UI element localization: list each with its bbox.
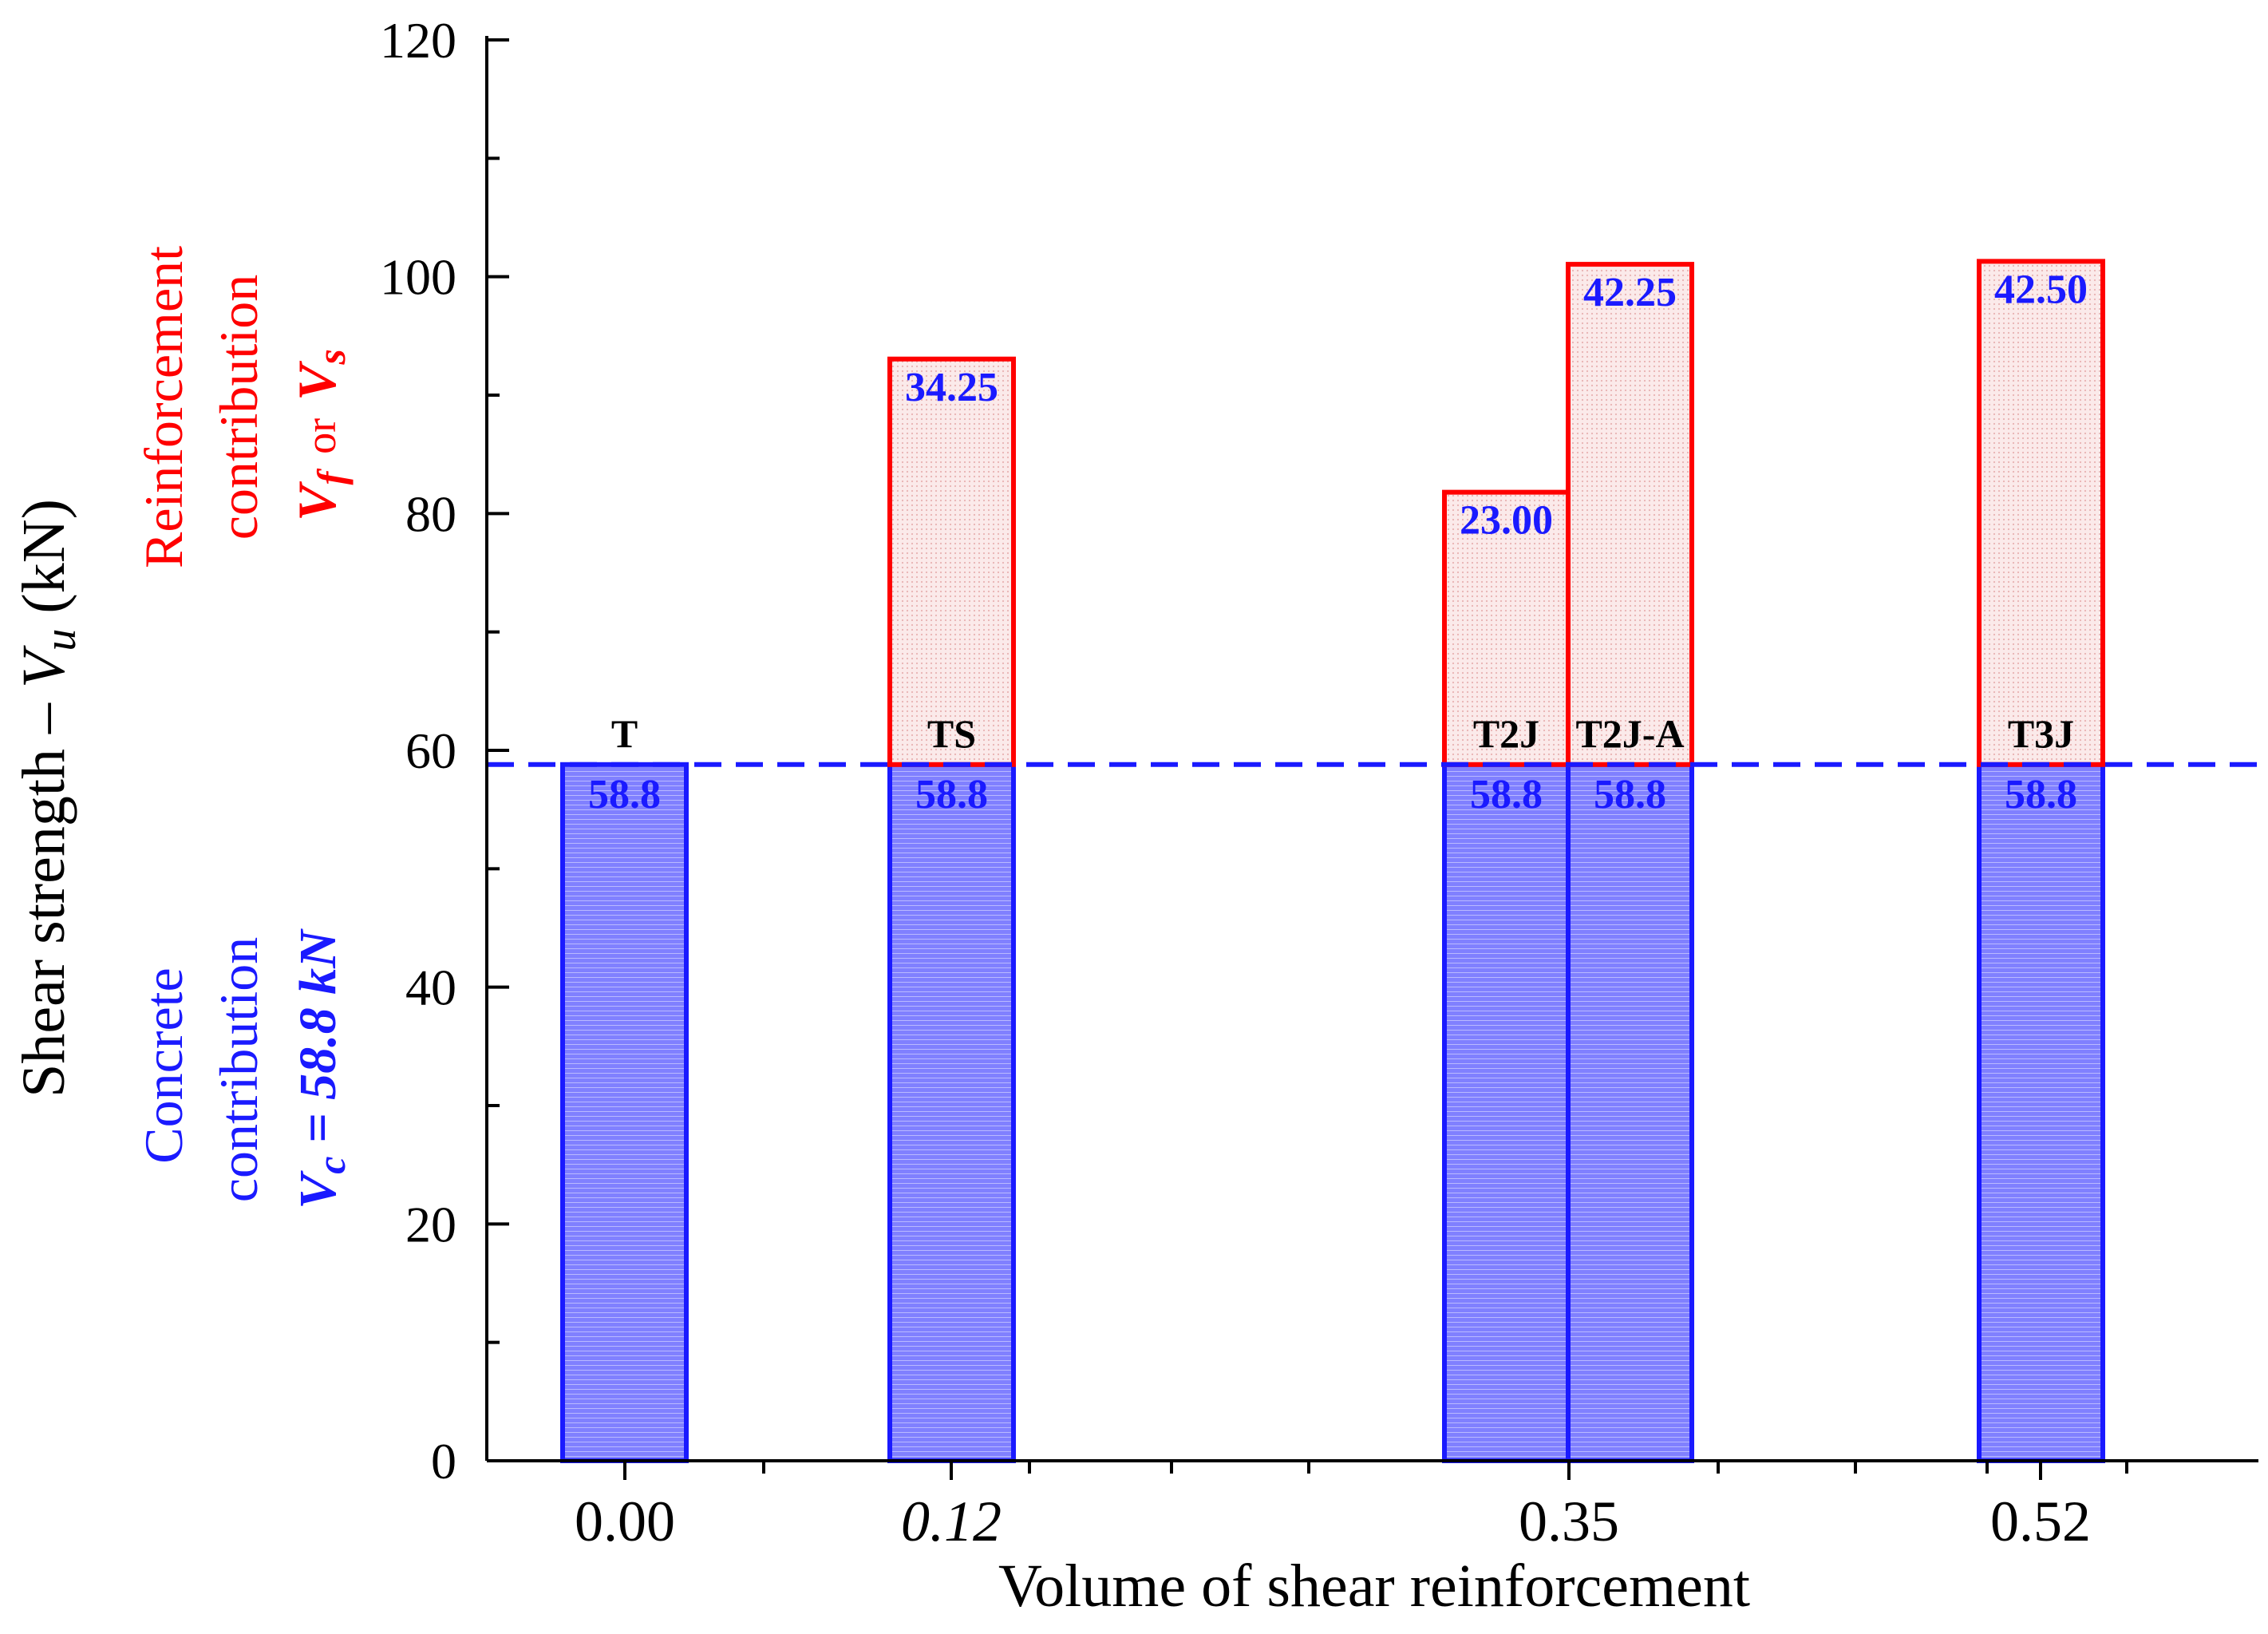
vs-subscript: s — [309, 349, 354, 365]
y-tick-label-2: 40 — [405, 959, 456, 1016]
reinforcement-annotation-line1: Reinforcement — [133, 246, 194, 568]
y-axis-title-unit: (kN) — [10, 499, 77, 629]
vf-subscript: f — [309, 469, 354, 485]
y-tick-label-6: 120 — [380, 12, 456, 69]
bar-reinforcement-t2j — [1442, 489, 1571, 767]
vc-subscript: c — [309, 1157, 354, 1174]
bar-concrete-t3j — [1977, 762, 2105, 1463]
bars: 58.8 T 34.25 58.8 TS 23.00 58.8 T2J 42.25 58.8 T2J… — [487, 259, 2258, 1463]
reinforcement-value-label-t2j-a: 42.25 — [1583, 270, 1677, 315]
specimen-label-t3j: T3J — [2008, 711, 2074, 756]
concrete-annotation-line1: Concrete — [133, 967, 194, 1163]
vf-symbol: V — [286, 481, 347, 521]
bar-reinforcement-t2j-a — [1566, 262, 1694, 767]
bar-reinforcement-ts — [887, 356, 1016, 767]
specimen-label-t: T — [611, 711, 638, 756]
y-tick-label-0: 0 — [431, 1433, 456, 1490]
vc-symbol: V — [289, 1170, 347, 1209]
concrete-value-label-t2j-a: 58.8 — [1594, 772, 1666, 817]
y-tick-label-1: 20 — [405, 1196, 456, 1252]
concrete-value-label-t: 58.8 — [588, 772, 661, 817]
reinforcement-value-label-t3j: 42.50 — [1994, 267, 2088, 312]
bar-concrete-t2j-a — [1566, 762, 1694, 1463]
concrete-annotation: Concrete contribution Vc = 58.8 kN — [133, 928, 354, 1209]
bar-concrete-t — [560, 762, 689, 1463]
specimen-label-t2j-a: T2J-A — [1575, 711, 1684, 756]
reinforcement-annotation: Reinforcement contribution Vf or Vs — [133, 246, 354, 568]
x-axis-title: Volume of shear reinforcement — [998, 1553, 1750, 1620]
reinforcement-annotation-symbols: Vf or Vs — [286, 349, 354, 521]
y-axis-title-prefix: Shear strength – — [10, 688, 77, 1098]
or-word: or — [297, 418, 345, 454]
y-axis-title-var: V — [10, 645, 77, 688]
specimen-label-ts: TS — [927, 711, 976, 756]
reinforcement-value-label-t2j: 23.00 — [1460, 498, 1553, 544]
x-tick-label-0: 0.00 — [575, 1490, 675, 1553]
y-axis-title: Shear strength – Vu (kN) — [10, 499, 85, 1098]
axes: 0 20 40 60 80 100 120 0.00 0.12 0.35 0.52 — [380, 12, 2258, 1553]
x-tick-label-2: 0.35 — [1519, 1490, 1619, 1553]
concrete-annotation-line2: contribution — [208, 937, 269, 1202]
bar-concrete-t2j — [1442, 762, 1571, 1463]
y-tick-label-3: 60 — [405, 722, 456, 779]
specimen-label-t2j: T2J — [1473, 711, 1539, 756]
x-tick-label-1: 0.12 — [901, 1490, 1002, 1553]
y-tick-label-5: 100 — [380, 249, 456, 306]
vs-symbol: V — [286, 361, 347, 401]
vc-value: = 58.8 kN — [289, 928, 347, 1157]
reinforcement-annotation-line2: contribution — [208, 275, 269, 540]
concrete-value-label-t2j: 58.8 — [1470, 772, 1543, 817]
bar-reinforcement-t3j — [1977, 259, 2105, 767]
y-tick-label-4: 80 — [405, 485, 456, 542]
reinforcement-value-label-ts: 34.25 — [905, 365, 998, 410]
x-tick-label-3: 0.52 — [1990, 1490, 2091, 1553]
concrete-value-label-t3j: 58.8 — [2005, 772, 2077, 817]
bar-concrete-ts — [887, 762, 1016, 1463]
y-axis-title-sub: u — [36, 629, 85, 651]
concrete-annotation-formula: Vc = 58.8 kN — [289, 928, 354, 1209]
concrete-value-label-ts: 58.8 — [915, 772, 988, 817]
